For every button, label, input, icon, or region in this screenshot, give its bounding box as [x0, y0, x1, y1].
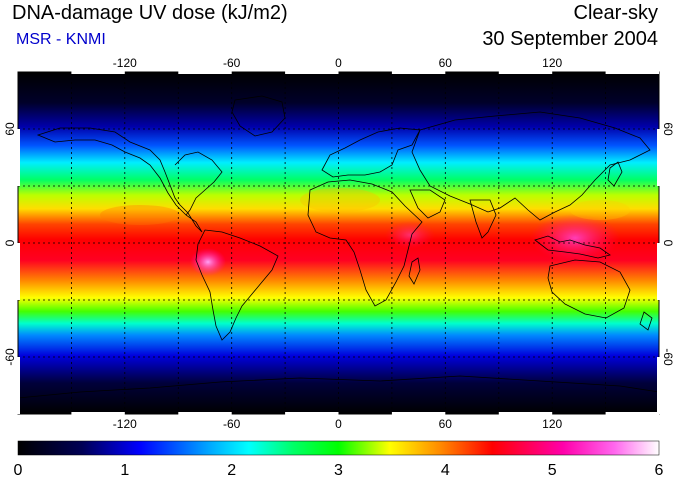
colorbar-label: 5 — [548, 462, 557, 479]
lon-tick-label: 60 — [439, 56, 453, 70]
map-frame — [17, 71, 660, 415]
lat-tick-label: -60 — [661, 348, 675, 366]
lon-tick-label: 60 — [439, 417, 453, 431]
date-label: 30 September 2004 — [482, 28, 658, 50]
lat-tick-label: -60 — [3, 348, 17, 366]
colorbar-label: 1 — [120, 462, 129, 479]
lon-tick-label: -60 — [223, 417, 241, 431]
colorbar: 0 1 2 3 4 5 6 — [14, 440, 664, 479]
lon-tick-label: -60 — [223, 56, 241, 70]
lon-tick-label: 120 — [542, 56, 562, 70]
lon-tick-label: 120 — [542, 417, 562, 431]
lat-tick-label: 60 — [3, 122, 17, 136]
gridlines — [18, 72, 659, 414]
colorbar-label: 4 — [441, 462, 450, 479]
colorbar-label: 6 — [655, 462, 664, 479]
colorbar-label: 3 — [334, 462, 343, 479]
sky-condition-label: Clear-sky — [573, 2, 658, 24]
lon-ticks-bottom: -120 -60 0 60 120 — [113, 417, 563, 431]
lat-ticks-right: 60 0 -60 — [661, 122, 675, 366]
lon-tick-label: 0 — [335, 56, 342, 70]
coastlines — [18, 95, 659, 399]
source-label: MSR - KNMI — [16, 31, 106, 48]
lon-tick-label: -120 — [113, 417, 137, 431]
colorbar-label: 2 — [227, 462, 236, 479]
lat-tick-label: 0 — [3, 239, 17, 246]
lat-tick-label: 0 — [661, 240, 675, 247]
colorbar-gradient — [17, 440, 660, 456]
lat-ticks-left: 60 0 -60 — [3, 122, 17, 366]
lon-tick-label: 0 — [335, 417, 342, 431]
lon-ticks-top: -120 -60 0 60 120 — [113, 56, 563, 70]
lon-tick-label: -120 — [113, 56, 137, 70]
map-title: DNA-damage UV dose (kJ/m2) — [12, 2, 288, 24]
lat-tick-label: 60 — [661, 122, 675, 136]
colorbar-label: 0 — [14, 462, 23, 479]
